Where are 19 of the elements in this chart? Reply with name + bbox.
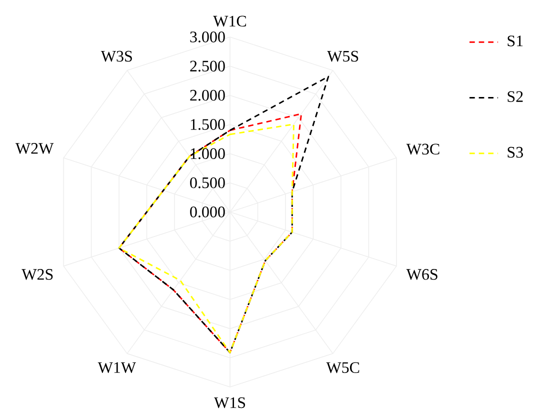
y-tick-label: 2.000 — [190, 90, 225, 101]
y-tick-label: 0.500 — [190, 177, 225, 188]
legend-label: S2 — [508, 91, 523, 102]
spoke-label: W6S — [406, 269, 438, 280]
spoke-label: W5C — [326, 362, 360, 374]
legend-label: S1 — [508, 36, 523, 46]
y-tick-label: 1.500 — [190, 119, 225, 130]
spoke-label: W1C — [213, 16, 246, 27]
y-tick-label: 3.000 — [190, 32, 225, 42]
spoke-label: W1W — [98, 362, 136, 374]
spoke-label: W2W — [15, 143, 54, 154]
y-tick-label: 2.500 — [190, 60, 225, 72]
y-tick-label: 0.000 — [190, 206, 225, 218]
spoke-label: W2S — [22, 269, 53, 280]
spoke-label: W3S — [100, 50, 132, 62]
spoke-label: W3C — [406, 144, 440, 155]
spoke-label: W1S — [214, 397, 246, 408]
spoke-label: W5S — [327, 50, 358, 62]
legend-label: S3 — [508, 146, 523, 158]
